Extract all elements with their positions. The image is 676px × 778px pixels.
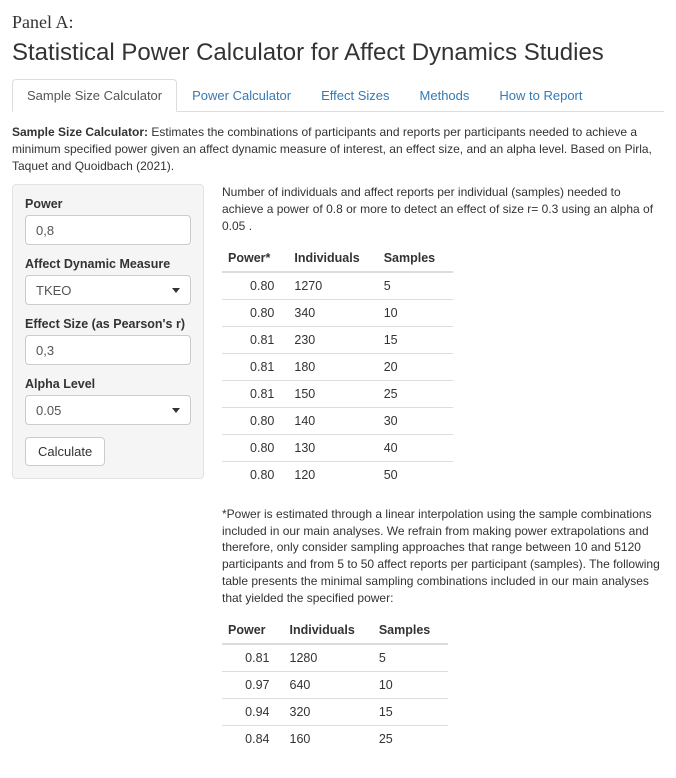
tabs: Sample Size Calculator Power Calculator …	[12, 79, 664, 112]
table-cell: 0.84	[222, 725, 284, 752]
page-title: Statistical Power Calculator for Affect …	[12, 39, 664, 67]
results-intro: Number of individuals and affect reports…	[222, 184, 664, 234]
sidebar-form: Power Affect Dynamic Measure TKEO Effect…	[12, 184, 204, 479]
effect-input[interactable]	[25, 335, 191, 365]
table-row: 0.8115025	[222, 380, 453, 407]
table-row: 0.8012050	[222, 461, 453, 488]
table-cell: 340	[288, 299, 377, 326]
table-cell: 230	[288, 326, 377, 353]
table-cell: 1270	[288, 272, 377, 300]
results-table-2: PowerIndividualsSamples 0.81128050.97640…	[222, 617, 448, 752]
table-cell: 0.94	[222, 698, 284, 725]
table-header: Individuals	[284, 617, 373, 644]
panel-label: Panel A:	[12, 12, 664, 33]
table-cell: 640	[284, 671, 373, 698]
table-row: 0.8118020	[222, 353, 453, 380]
measure-value: TKEO	[36, 283, 71, 298]
table-row: 0.8012705	[222, 272, 453, 300]
effect-label: Effect Size (as Pearson's r)	[25, 317, 191, 331]
table-row: 0.8034010	[222, 299, 453, 326]
power-label: Power	[25, 197, 191, 211]
intro-text: Sample Size Calculator: Estimates the co…	[12, 124, 664, 174]
table-cell: 0.97	[222, 671, 284, 698]
table-header: Samples	[373, 617, 448, 644]
table-cell: 140	[288, 407, 377, 434]
results-area: Number of individuals and affect reports…	[222, 184, 664, 769]
tab-methods[interactable]: Methods	[405, 79, 485, 112]
power-input[interactable]	[25, 215, 191, 245]
tab-power-calculator[interactable]: Power Calculator	[177, 79, 306, 112]
table-cell: 0.81	[222, 644, 284, 672]
tab-effect-sizes[interactable]: Effect Sizes	[306, 79, 404, 112]
chevron-down-icon	[172, 408, 180, 413]
table-cell: 180	[288, 353, 377, 380]
table-cell: 30	[378, 407, 453, 434]
table-cell: 130	[288, 434, 377, 461]
table-cell: 25	[373, 725, 448, 752]
table-cell: 50	[378, 461, 453, 488]
table-cell: 25	[378, 380, 453, 407]
measure-select[interactable]: TKEO	[25, 275, 191, 305]
table-header: Power	[222, 617, 284, 644]
table-cell: 0.81	[222, 380, 288, 407]
table-cell: 40	[378, 434, 453, 461]
table-row: 0.9432015	[222, 698, 448, 725]
table-cell: 15	[373, 698, 448, 725]
table-header: Power*	[222, 245, 288, 272]
table-cell: 150	[288, 380, 377, 407]
results-table-1: Power*IndividualsSamples 0.80127050.8034…	[222, 245, 453, 488]
table-cell: 10	[373, 671, 448, 698]
table-cell: 15	[378, 326, 453, 353]
table-cell: 0.80	[222, 407, 288, 434]
table-cell: 10	[378, 299, 453, 326]
table-row: 0.8013040	[222, 434, 453, 461]
table-cell: 0.80	[222, 272, 288, 300]
table-row: 0.8416025	[222, 725, 448, 752]
table-cell: 20	[378, 353, 453, 380]
table-cell: 0.80	[222, 461, 288, 488]
table-cell: 5	[373, 644, 448, 672]
measure-label: Affect Dynamic Measure	[25, 257, 191, 271]
table-row: 0.8112805	[222, 644, 448, 672]
table-cell: 120	[288, 461, 377, 488]
table-cell: 320	[284, 698, 373, 725]
table-header: Individuals	[288, 245, 377, 272]
chevron-down-icon	[172, 288, 180, 293]
alpha-label: Alpha Level	[25, 377, 191, 391]
intro-bold: Sample Size Calculator:	[12, 125, 148, 139]
table-cell: 5	[378, 272, 453, 300]
results-footnote: *Power is estimated through a linear int…	[222, 506, 664, 607]
table-cell: 0.80	[222, 299, 288, 326]
table-cell: 160	[284, 725, 373, 752]
table-cell: 1280	[284, 644, 373, 672]
table-row: 0.9764010	[222, 671, 448, 698]
alpha-value: 0.05	[36, 403, 61, 418]
table-header: Samples	[378, 245, 453, 272]
alpha-select[interactable]: 0.05	[25, 395, 191, 425]
tab-sample-size[interactable]: Sample Size Calculator	[12, 79, 177, 112]
calculate-button[interactable]: Calculate	[25, 437, 105, 466]
table-cell: 0.80	[222, 434, 288, 461]
table-row: 0.8123015	[222, 326, 453, 353]
table-cell: 0.81	[222, 326, 288, 353]
table-cell: 0.81	[222, 353, 288, 380]
table-row: 0.8014030	[222, 407, 453, 434]
tab-how-to-report[interactable]: How to Report	[484, 79, 597, 112]
